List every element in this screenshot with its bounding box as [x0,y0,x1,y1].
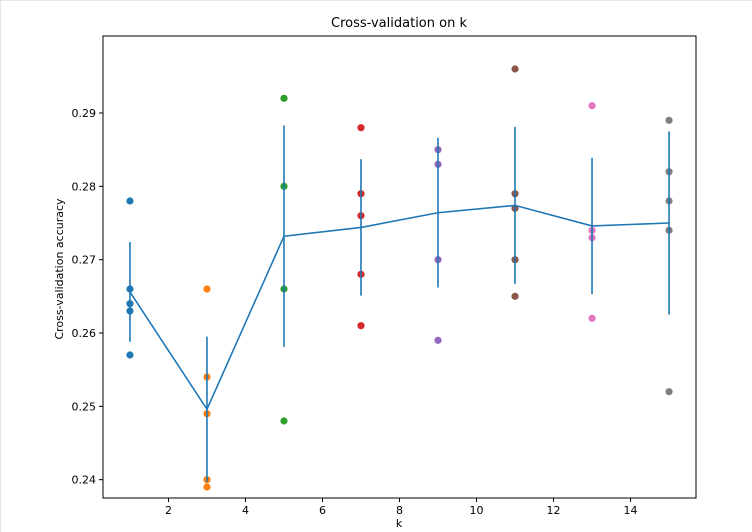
scatter-point [588,102,596,110]
scatter-point [126,197,134,205]
x-tick-label: 2 [165,504,172,517]
scatter-point [203,285,211,293]
x-tick-label: 8 [396,504,403,517]
y-tick-label: 0.29 [72,107,97,120]
x-tick-label: 10 [470,504,484,517]
x-tick-label: 12 [547,504,561,517]
x-axis-label: k [396,517,403,530]
mean-accuracy-line [129,204,670,411]
x-tick-label: 4 [242,504,249,517]
y-tick-label: 0.28 [72,180,97,193]
scatter-point [357,322,365,330]
y-tick-label: 0.27 [72,254,97,267]
scatter-point [280,417,288,425]
scatter-point [280,94,288,102]
y-tick-label: 0.26 [72,327,97,340]
y-axis-label: Cross-validation accuracy [53,198,66,340]
frame-edge [0,0,752,1]
y-tick-label: 0.24 [72,474,97,487]
scatter-point [588,314,596,322]
axes-frame [102,35,697,499]
chart-title: Cross-validation on k [331,16,467,31]
scatter-point [511,292,519,300]
scatter-point [665,388,673,396]
plot-area [126,65,673,491]
scatter-point [434,336,442,344]
frame-edge [0,0,1,532]
x-tick-label: 14 [624,504,638,517]
scatter-point [511,65,519,73]
y-tick-label: 0.25 [72,400,97,413]
x-tick-label: 6 [319,504,326,517]
scatter-point [357,124,365,132]
scatter-point [665,116,673,124]
scatter-point [126,351,134,359]
scatter-point [203,483,211,491]
